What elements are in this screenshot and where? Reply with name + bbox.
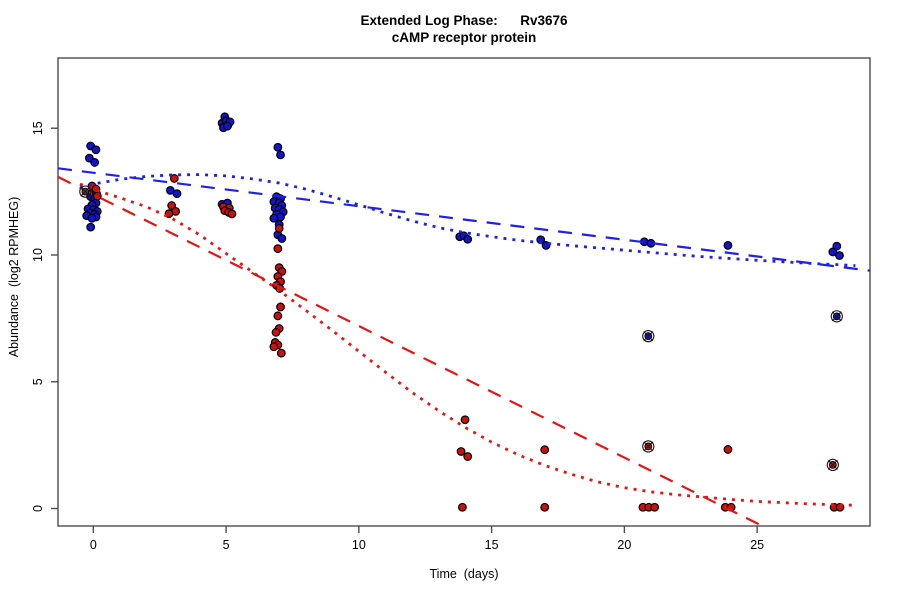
data-point-red-observations bbox=[650, 502, 660, 512]
data-point-red-observations bbox=[540, 502, 550, 512]
outlier-x-mark bbox=[80, 186, 91, 197]
plot-area: 0 5 10 15 20 25 0 5 10 15 bbox=[31, 57, 871, 552]
y-tick-label: 5 bbox=[31, 378, 45, 385]
outlier-circle bbox=[826, 458, 839, 472]
data-point-blue-observations bbox=[87, 213, 97, 223]
data-point-red-observations bbox=[227, 209, 237, 219]
chart-title: Extended Log Phase: Rv3676 bbox=[360, 13, 568, 28]
outlier-circle bbox=[79, 185, 92, 198]
data-point-blue-observations bbox=[223, 121, 232, 131]
x-tick-label: 20 bbox=[617, 538, 631, 552]
data-point-red-observations bbox=[274, 223, 284, 233]
data-point-blue-observations bbox=[835, 251, 844, 260]
y-tick-label: 15 bbox=[31, 121, 45, 135]
outlier-circle bbox=[642, 440, 655, 453]
data-point-blue-observations bbox=[828, 247, 838, 257]
data-point-blue-observations bbox=[86, 222, 96, 232]
data-point-red-observations bbox=[273, 244, 283, 254]
data-point-red-observations bbox=[276, 302, 285, 312]
data-point-red-observations bbox=[458, 502, 467, 512]
y-tick-label: 10 bbox=[31, 248, 45, 262]
outlier-x-mark bbox=[643, 331, 654, 342]
outlier-x-mark bbox=[643, 441, 654, 452]
outlier-circle bbox=[830, 310, 843, 323]
trend-line-red-linear-trend bbox=[57, 175, 763, 527]
outlier-x-mark bbox=[827, 459, 838, 470]
data-point-blue-observations bbox=[90, 158, 100, 167]
y-axis-label: Abundance (log2 RPMHEG) bbox=[7, 197, 21, 358]
x-tick-label: 15 bbox=[485, 538, 499, 552]
data-point-red-observations bbox=[169, 174, 179, 183]
x-tick-label: 0 bbox=[90, 538, 97, 552]
x-axis-label: Time (days) bbox=[430, 567, 499, 581]
data-point-blue-observations bbox=[277, 234, 287, 243]
data-point-red-observations bbox=[460, 415, 470, 425]
outlier-x-mark bbox=[831, 311, 842, 322]
x-tick-label: 25 bbox=[750, 538, 764, 552]
plot-box bbox=[57, 57, 871, 527]
data-point-blue-observations bbox=[273, 142, 283, 152]
data-point-blue-observations bbox=[723, 240, 733, 250]
data-point-blue-observations bbox=[541, 240, 551, 250]
data-point-blue-observations bbox=[276, 150, 285, 160]
data-point-red-observations bbox=[271, 327, 281, 337]
data-point-red-observations bbox=[276, 348, 286, 358]
data-point-red-observations bbox=[540, 445, 550, 455]
data-point-red-observations bbox=[456, 447, 466, 456]
y-tick-label: 0 bbox=[31, 505, 45, 512]
data-point-red-observations bbox=[269, 342, 279, 352]
data-point-blue-observations bbox=[832, 241, 842, 251]
data-point-red-observations bbox=[723, 445, 733, 454]
data-point-blue-observations bbox=[269, 213, 279, 223]
x-tick-label: 10 bbox=[352, 538, 366, 552]
chart-subtitle: cAMP receptor protein bbox=[392, 30, 537, 45]
data-point-blue-observations bbox=[172, 189, 182, 199]
data-point-red-observations bbox=[167, 201, 177, 210]
outlier-circle bbox=[642, 329, 655, 343]
data-point-red-observations bbox=[463, 452, 473, 461]
data-point-red-observations bbox=[92, 191, 102, 201]
data-point-blue-observations bbox=[91, 145, 101, 155]
x-tick-label: 5 bbox=[223, 538, 230, 552]
trend-line-blue-linear-trend bbox=[57, 167, 871, 272]
data-point-blue-observations bbox=[463, 234, 473, 244]
data-point-red-observations bbox=[273, 311, 283, 321]
